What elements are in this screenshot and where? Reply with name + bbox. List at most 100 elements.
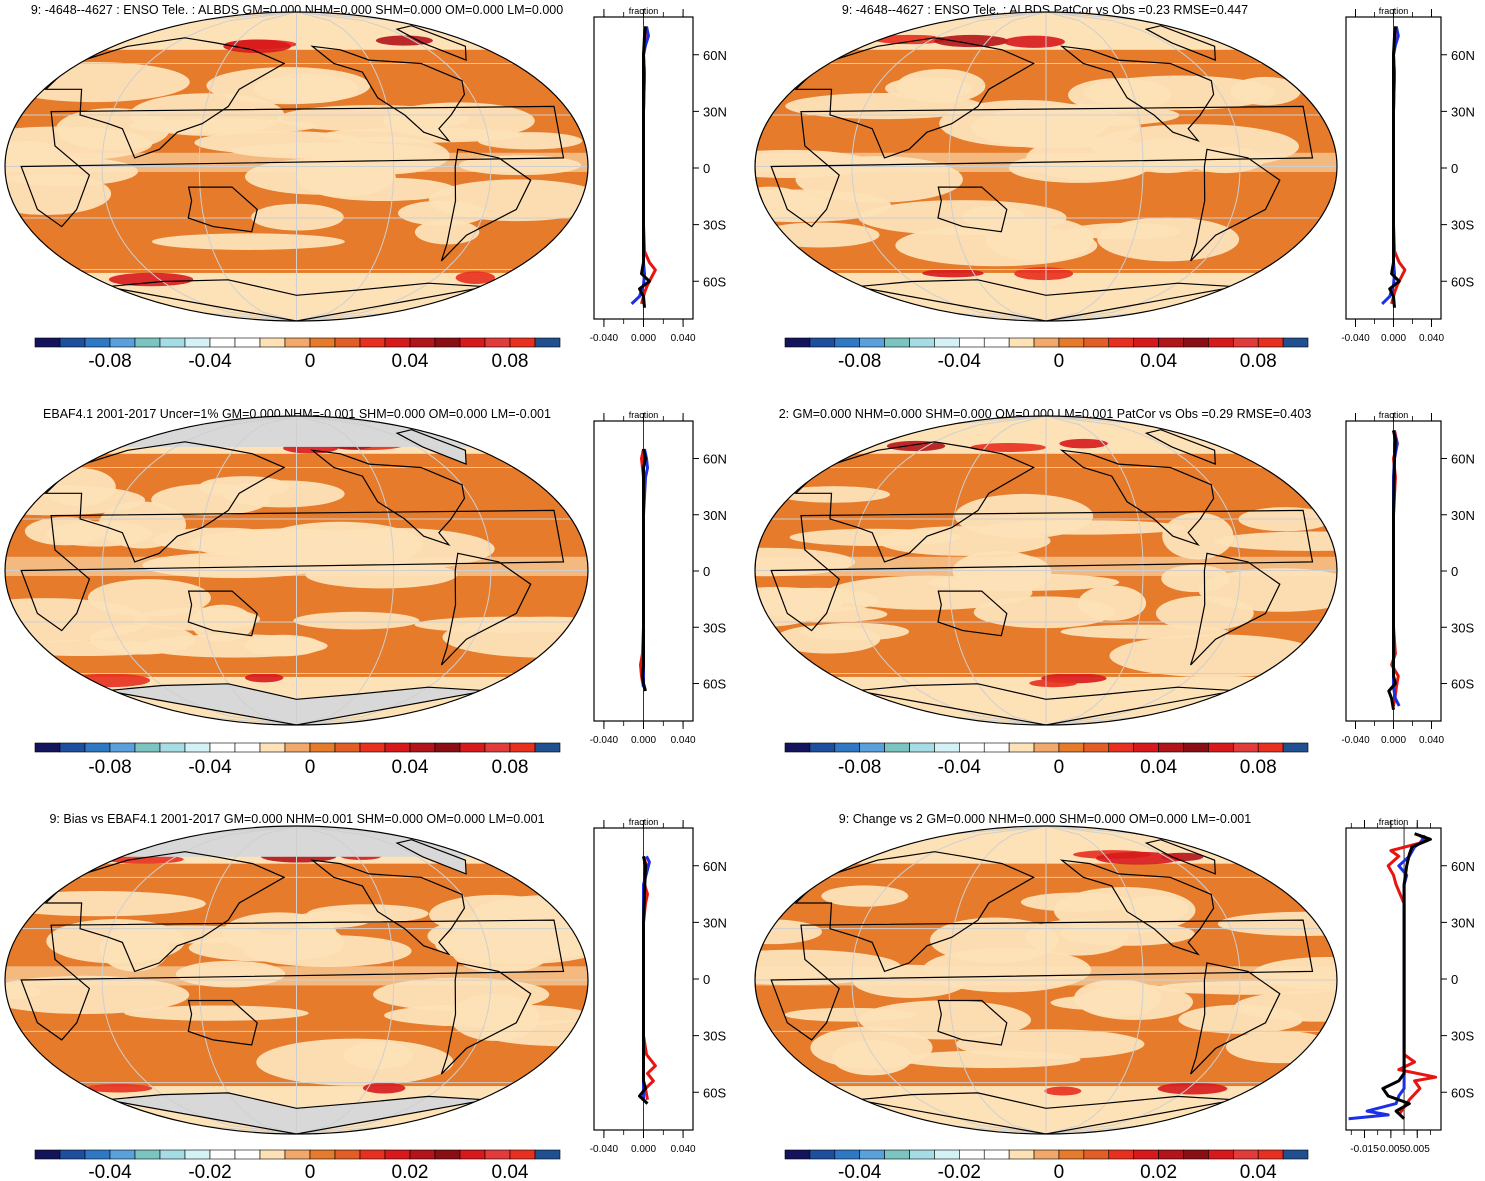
- colorbar-swatch: [534, 1149, 561, 1160]
- colorbar-swatch: [1108, 1149, 1134, 1160]
- colorbar-swatch: [109, 742, 136, 753]
- colorbar-swatch: [259, 337, 286, 348]
- panel-3: EBAF4.1 2001-2017 Uncer=1% GM=0.000 NHM=…: [4, 407, 727, 778]
- coastline-namerica: [310, 449, 466, 547]
- colorbar-tick-label: -0.02: [188, 1162, 231, 1181]
- colorbar-swatch: [534, 337, 561, 348]
- field-hotspot: [934, 34, 1009, 48]
- coastline-africa: [20, 919, 565, 1041]
- field-patch: [1068, 78, 1171, 112]
- colorbar-swatch: [359, 742, 386, 753]
- colorbar-swatch: [1133, 337, 1159, 348]
- profile-y-tick-label: 60S: [1451, 677, 1474, 692]
- colorbar-swatch: [1058, 1149, 1085, 1160]
- coastline-greenland: [395, 429, 467, 466]
- profile-y-tick-label: 0: [703, 564, 710, 579]
- field-patch: [1213, 531, 1337, 551]
- field-patch: [198, 476, 289, 498]
- colorbar-swatch: [34, 1149, 61, 1160]
- field-patch: [858, 1000, 1032, 1040]
- field-patch: [895, 224, 1098, 267]
- field-patch: [961, 206, 1026, 228]
- panel-title: 2: GM=0.000 NHM=0.000 SHM=0.000 OM=0.000…: [779, 407, 1312, 421]
- colorbar-swatch: [359, 337, 386, 348]
- profile-series-line: [1388, 26, 1401, 308]
- map-border: [754, 415, 1338, 726]
- colorbar-tick-label: 0.08: [492, 351, 529, 372]
- colorbar-tick-label: 0: [305, 351, 316, 372]
- profile-series-line: [641, 448, 647, 692]
- colorbar-swatch: [509, 337, 536, 348]
- coastline-greenland: [395, 25, 467, 62]
- profile-y-tick-label: 60S: [1451, 274, 1474, 289]
- colorbar-tick-label: 0: [305, 757, 316, 778]
- profile-y-tick-label: 60S: [1451, 1085, 1474, 1100]
- colorbar-swatch: [909, 337, 935, 348]
- zonal-profile: fraction -0.015-0.005 0.005 60N 30N 0 30S 60S: [1345, 817, 1475, 1155]
- profile-x-tick-label: 0.000: [631, 333, 656, 344]
- colorbar-swatch: [159, 1149, 186, 1160]
- colorbar-swatch: [884, 742, 910, 753]
- map-border: [754, 11, 1338, 322]
- panel-1: 9: -4648--4627 : ENSO Tele. : ALBDS GM=0…: [4, 3, 727, 372]
- field-patch: [789, 528, 961, 546]
- colorbar-tick-label: 0: [1054, 351, 1065, 372]
- colorbar-swatch: [1282, 1149, 1309, 1160]
- colorbar-swatch: [1033, 1149, 1060, 1160]
- colorbar-tick-label: 0.04: [1140, 757, 1177, 778]
- coastline-australia: [187, 999, 258, 1046]
- colorbar-swatch: [809, 1149, 836, 1160]
- colorbar: -0.08 -0.04 0 0.04 0.08: [34, 337, 561, 372]
- map-border: [754, 825, 1338, 1135]
- field-hotspot: [455, 271, 496, 284]
- profile-x-tick-label: 0.005: [1405, 1144, 1430, 1155]
- field-hotspot: [970, 442, 1046, 452]
- coastline-africa: [770, 919, 1314, 1041]
- colorbar-swatch: [859, 337, 885, 348]
- field-patch: [1225, 1030, 1335, 1064]
- field-hotspot: [1044, 1086, 1082, 1096]
- colorbar-swatch: [309, 1149, 336, 1160]
- colorbar-swatch: [484, 1149, 511, 1160]
- field-patch: [1162, 512, 1234, 560]
- profile-y-tick-label: 60N: [703, 859, 727, 874]
- field-patch: [1059, 921, 1195, 946]
- colorbar-swatch: [359, 1149, 386, 1160]
- profile-y-tick-label: 60S: [703, 677, 726, 692]
- profile-x-tick-label: 0.000: [1381, 333, 1406, 344]
- profile-y-tick-label: 60S: [703, 1085, 726, 1100]
- graticule-lon: [851, 826, 1047, 1134]
- field-patch: [1097, 217, 1240, 262]
- colorbar-swatch: [1083, 337, 1110, 348]
- field-hotspot: [1059, 438, 1108, 449]
- colorbar-swatch: [1083, 1149, 1110, 1160]
- graticule-lon: [198, 12, 297, 321]
- coastline-antarctica: [106, 683, 487, 725]
- colorbar-swatch: [484, 337, 511, 348]
- field-patch: [206, 67, 371, 105]
- colorbar-tick-label: -0.04: [938, 757, 982, 778]
- colorbar-swatch: [934, 1149, 960, 1160]
- colorbar-swatch: [884, 337, 910, 348]
- profile-y-tick-label: 60S: [703, 274, 726, 289]
- colorbar-swatch: [1108, 742, 1134, 753]
- colorbar-tick-label: -0.04: [838, 1162, 882, 1181]
- field-patch: [5, 891, 206, 917]
- profile-series-line: [1381, 832, 1432, 1120]
- field-patch: [151, 233, 345, 250]
- coastline-asia: [794, 441, 1035, 563]
- profile-x-tick-label: -0.005: [1377, 1144, 1406, 1155]
- coastline-samerica: [1190, 148, 1281, 262]
- graticule-lon: [1045, 12, 1144, 321]
- colorbar-swatch: [1133, 1149, 1159, 1160]
- field-patch: [190, 604, 254, 642]
- colorbar-swatch: [184, 742, 211, 753]
- field-hotspot: [922, 269, 984, 278]
- field-patch: [885, 77, 974, 100]
- coastline-australia: [937, 186, 1008, 233]
- colorbar-tick-label: 0.02: [1140, 1162, 1177, 1181]
- colorbar-tick-label: -0.04: [938, 351, 982, 372]
- coastline-asia: [44, 851, 286, 973]
